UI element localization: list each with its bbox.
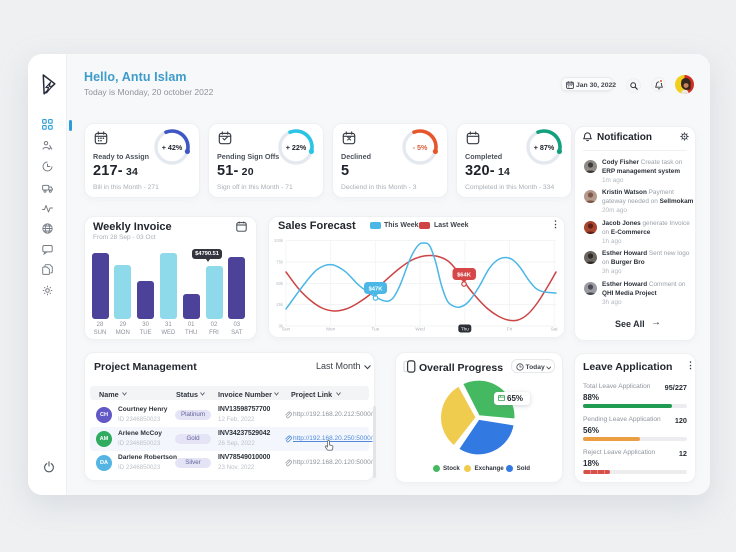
svg-text:Sat: Sat bbox=[551, 327, 559, 332]
svg-text:+ 42%: + 42% bbox=[161, 142, 182, 151]
svg-text:$64K: $64K bbox=[457, 273, 472, 279]
svg-text:+ 87%: + 87% bbox=[533, 142, 554, 151]
svg-text:50k: 50k bbox=[276, 281, 284, 286]
svg-text:100k: 100k bbox=[274, 238, 284, 243]
svg-text:Tue: Tue bbox=[372, 327, 380, 332]
svg-text:75k: 75k bbox=[276, 260, 284, 265]
svg-text:+ 22%: + 22% bbox=[285, 142, 306, 151]
svg-text:Wed: Wed bbox=[415, 327, 425, 332]
svg-text:Sun: Sun bbox=[282, 327, 291, 332]
svg-text:Fri: Fri bbox=[507, 327, 512, 332]
svg-text:- 5%: - 5% bbox=[412, 142, 427, 151]
svg-text:25k: 25k bbox=[276, 302, 284, 307]
svg-text:Mon: Mon bbox=[326, 327, 335, 332]
svg-text:$47K: $47K bbox=[369, 287, 384, 293]
svg-text:Thu: Thu bbox=[461, 326, 469, 331]
svg-text:0k: 0k bbox=[279, 324, 284, 329]
